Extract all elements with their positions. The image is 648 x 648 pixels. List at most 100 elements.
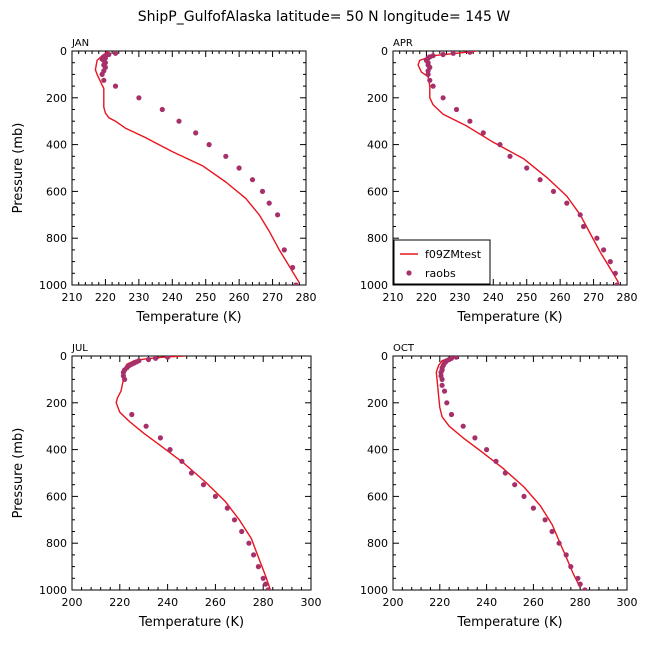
panel-label: JAN <box>71 38 89 49</box>
raobs-point <box>467 51 473 55</box>
x-tick-label: 210 <box>62 291 83 304</box>
y-tick-label: 200 <box>46 92 67 105</box>
legend: f09ZMtest raobs <box>393 239 491 285</box>
raobs-point <box>580 223 587 230</box>
x-tick-label: 260 <box>550 291 571 304</box>
x-tick-label: 250 <box>516 291 537 304</box>
raobs-point <box>251 552 257 558</box>
x-tick-label: 220 <box>416 291 437 304</box>
raobs-point <box>263 581 269 587</box>
raobs-point <box>493 458 499 464</box>
x-tick-label: 240 <box>157 596 178 609</box>
plot-frame <box>71 50 307 286</box>
raobs-point <box>439 376 445 382</box>
raobs-point <box>440 95 446 101</box>
raobs-point <box>440 51 446 58</box>
y-tick-label: 0 <box>60 45 67 58</box>
raobs-point <box>293 282 299 285</box>
raobs-point <box>439 382 445 388</box>
raobs-point <box>281 247 287 253</box>
raobs-point <box>153 356 159 361</box>
series-line-f09zmtest <box>94 51 300 284</box>
raobs-point <box>265 587 271 590</box>
raobs-point <box>614 282 620 285</box>
raobs-point <box>167 447 173 453</box>
raobs-point <box>563 552 569 558</box>
raobs-point <box>260 575 266 581</box>
panel-jul: 200 220 240 260 280 300 0 200 400 600 800 1000 JUL Te… <box>11 343 322 630</box>
y-axis-label: Pressure (mb) <box>11 428 26 519</box>
x-tick-label: 230 <box>128 291 149 304</box>
x-tick-label: 220 <box>429 596 450 609</box>
panel-label: APR <box>393 38 413 49</box>
raobs-point <box>577 212 583 218</box>
y-axis-label: Pressure (mb) <box>11 123 26 214</box>
raobs-point <box>112 83 119 89</box>
raobs-point <box>568 564 574 570</box>
raobs-point <box>575 575 581 581</box>
raobs-point <box>480 130 486 136</box>
raobs-point <box>101 77 107 83</box>
raobs-point <box>448 411 455 418</box>
y-tick-label: 800 <box>46 232 67 245</box>
raobs-point <box>157 435 163 441</box>
x-tick-label: 210 <box>383 291 404 304</box>
y-tick-label: 400 <box>367 444 388 457</box>
raobs-point <box>524 165 530 171</box>
raobs-point <box>266 200 272 206</box>
y-tick-label: 600 <box>46 490 67 503</box>
raobs-point <box>249 177 256 183</box>
raobs-point <box>450 51 456 56</box>
panel-label: OCT <box>393 343 415 354</box>
raobs-point <box>223 153 229 159</box>
x-tick-label: 300 <box>301 596 322 609</box>
raobs-point <box>145 356 152 363</box>
x-tick-label: 250 <box>195 291 216 304</box>
x-tick-label: 280 <box>617 291 638 304</box>
raobs-point <box>239 528 245 535</box>
raobs-point <box>212 493 218 499</box>
raobs-point <box>550 188 557 194</box>
y-tick-label: 200 <box>367 397 388 410</box>
raobs-point <box>231 517 238 523</box>
raobs-point <box>577 581 583 587</box>
y-tick-label: 1000 <box>39 279 67 292</box>
x-axis-label: Temperature (K) <box>138 615 244 630</box>
legend-label-obs: raobs <box>425 267 456 280</box>
y-tick-label: 0 <box>60 350 67 363</box>
legend-label-model: f09ZMtest <box>425 248 482 261</box>
x-tick-label: 270 <box>583 291 604 304</box>
x-tick-label: 300 <box>617 596 638 609</box>
raobs-point <box>542 517 548 523</box>
raobs-point <box>484 447 490 453</box>
raobs-point <box>143 423 149 429</box>
raobs-point <box>99 71 105 77</box>
raobs-point <box>159 106 165 113</box>
x-axis-label: Temperature (K) <box>456 310 562 325</box>
raobs-point <box>176 118 182 124</box>
raobs-point <box>112 51 119 56</box>
x-axis-label: Temperature (K) <box>135 310 241 325</box>
raobs-point <box>200 482 207 488</box>
raobs-point <box>236 165 242 171</box>
legend-dot-swatch <box>406 270 412 276</box>
raobs-point <box>255 564 261 570</box>
x-tick-label: 260 <box>523 596 544 609</box>
y-tick-label: 1000 <box>39 584 67 597</box>
raobs-point <box>512 482 518 488</box>
raobs-point <box>537 177 543 183</box>
raobs-point <box>453 106 460 113</box>
x-axis-label: Temperature (K) <box>456 615 562 630</box>
raobs-point <box>549 528 555 535</box>
y-tick-label: 800 <box>367 232 388 245</box>
y-tick-label: 800 <box>46 537 67 550</box>
plot-frame <box>392 355 628 591</box>
plot-area <box>417 51 620 285</box>
y-tick-label: 800 <box>367 537 388 550</box>
raobs-point <box>594 235 600 241</box>
raobs-point <box>430 83 436 89</box>
x-tick-label: 280 <box>296 291 317 304</box>
x-tick-label: 220 <box>95 291 116 304</box>
x-tick-label: 240 <box>162 291 183 304</box>
x-tick-label: 240 <box>476 596 497 609</box>
